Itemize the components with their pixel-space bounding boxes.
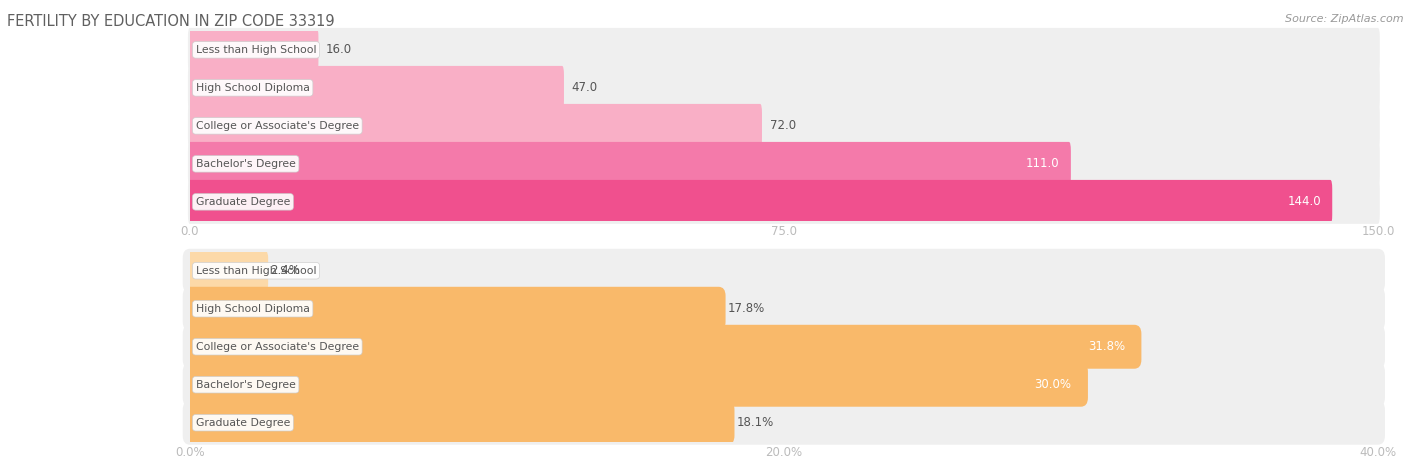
FancyBboxPatch shape: [188, 28, 1379, 72]
FancyBboxPatch shape: [183, 401, 1385, 445]
FancyBboxPatch shape: [183, 325, 1142, 369]
FancyBboxPatch shape: [188, 28, 318, 72]
FancyBboxPatch shape: [188, 180, 1333, 224]
Text: Bachelor's Degree: Bachelor's Degree: [195, 380, 295, 390]
Text: 72.0: 72.0: [769, 119, 796, 133]
Text: College or Associate's Degree: College or Associate's Degree: [195, 342, 359, 352]
FancyBboxPatch shape: [183, 287, 1385, 331]
Text: 18.1%: 18.1%: [737, 416, 775, 429]
FancyBboxPatch shape: [188, 142, 1071, 186]
FancyBboxPatch shape: [188, 66, 1379, 110]
Text: FERTILITY BY EDUCATION IN ZIP CODE 33319: FERTILITY BY EDUCATION IN ZIP CODE 33319: [7, 14, 335, 29]
FancyBboxPatch shape: [183, 287, 725, 331]
FancyBboxPatch shape: [183, 249, 269, 293]
FancyBboxPatch shape: [188, 104, 762, 148]
Text: Less than High School: Less than High School: [195, 266, 316, 276]
Text: 31.8%: 31.8%: [1088, 340, 1125, 353]
Text: College or Associate's Degree: College or Associate's Degree: [195, 121, 359, 131]
Text: Bachelor's Degree: Bachelor's Degree: [195, 159, 295, 169]
FancyBboxPatch shape: [188, 104, 1379, 148]
Text: Graduate Degree: Graduate Degree: [195, 197, 290, 207]
FancyBboxPatch shape: [183, 325, 1385, 369]
Text: 2.4%: 2.4%: [270, 264, 301, 277]
Text: Less than High School: Less than High School: [195, 45, 316, 55]
Text: 47.0: 47.0: [572, 81, 598, 95]
Text: 144.0: 144.0: [1288, 195, 1320, 209]
FancyBboxPatch shape: [183, 363, 1385, 407]
Text: High School Diploma: High School Diploma: [195, 304, 309, 314]
FancyBboxPatch shape: [183, 363, 1088, 407]
Text: Graduate Degree: Graduate Degree: [195, 418, 290, 428]
FancyBboxPatch shape: [183, 249, 1385, 293]
Text: High School Diploma: High School Diploma: [195, 83, 309, 93]
FancyBboxPatch shape: [188, 142, 1379, 186]
FancyBboxPatch shape: [183, 401, 734, 445]
FancyBboxPatch shape: [188, 66, 564, 110]
Text: Source: ZipAtlas.com: Source: ZipAtlas.com: [1285, 14, 1403, 24]
FancyBboxPatch shape: [188, 180, 1379, 224]
Text: 17.8%: 17.8%: [728, 302, 765, 315]
Text: 16.0: 16.0: [326, 43, 352, 57]
Text: 30.0%: 30.0%: [1035, 378, 1071, 391]
Text: 111.0: 111.0: [1026, 157, 1060, 171]
